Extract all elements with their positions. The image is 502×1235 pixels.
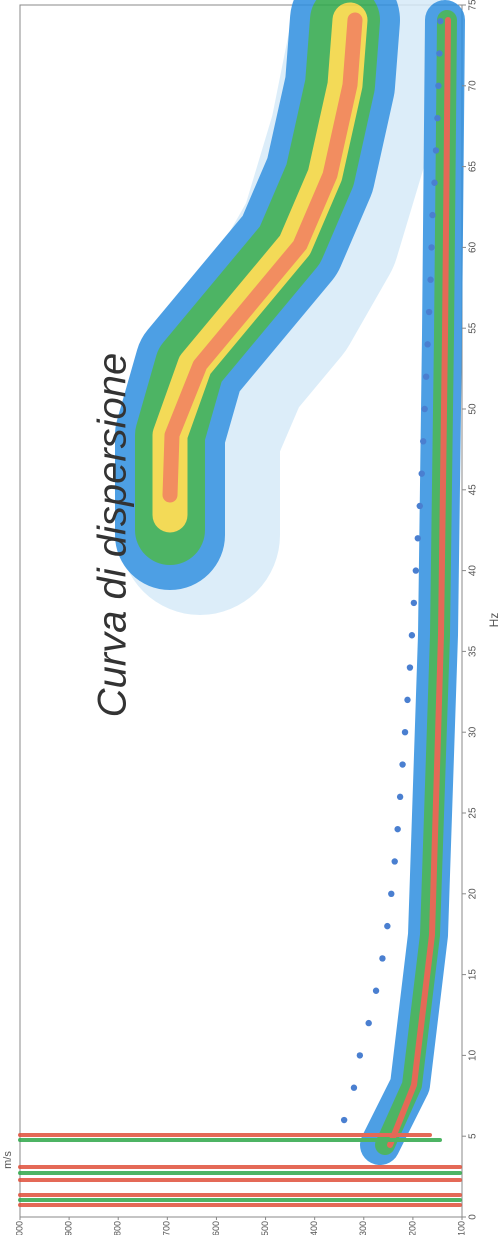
point: [424, 341, 431, 348]
y-tick-label: 100: [456, 1221, 466, 1235]
x-tick-label: 45: [468, 484, 479, 496]
y-tick-label: 500: [260, 1221, 270, 1235]
x-axis-label: Hz: [487, 613, 501, 628]
point: [350, 1084, 358, 1091]
point: [365, 1019, 372, 1027]
point: [418, 470, 425, 477]
point: [435, 82, 442, 89]
heatmap-band: [387, 17, 451, 1148]
y-tick-label: 200: [407, 1221, 417, 1235]
point: [427, 276, 434, 283]
point: [399, 761, 406, 768]
y-tick-label: 700: [162, 1221, 172, 1235]
point: [414, 535, 421, 542]
point: [428, 244, 435, 251]
point: [388, 890, 395, 897]
point: [436, 50, 443, 57]
point: [356, 1052, 364, 1059]
point: [396, 793, 404, 801]
point: [372, 987, 380, 994]
x-tick-label: 0: [468, 1214, 479, 1220]
point: [408, 632, 416, 639]
x-tick-label: 40: [468, 565, 479, 577]
point: [410, 599, 418, 607]
x-tick-label: 70: [468, 80, 479, 92]
x-tick-label: 35: [468, 645, 479, 657]
point: [437, 17, 444, 25]
point: [412, 567, 420, 574]
chart-title: Curva di dispersione: [91, 353, 135, 718]
point: [416, 502, 423, 510]
y-axis-label: m/s: [2, 1151, 14, 1169]
x-tick-label: 65: [468, 161, 479, 173]
point: [422, 373, 430, 380]
point: [429, 211, 436, 219]
x-tick-label: 5: [468, 1133, 479, 1139]
y-tick-label: 600: [211, 1221, 221, 1235]
y-tick-label: 300: [358, 1221, 368, 1235]
x-tick-label: 30: [468, 726, 479, 738]
point: [421, 405, 428, 413]
point: [406, 664, 414, 671]
x-tick-label: 55: [468, 322, 479, 334]
x-tick-label: 20: [468, 888, 479, 900]
point: [379, 955, 386, 962]
y-tick-label: 800: [113, 1221, 123, 1235]
x-tick-label: 10: [468, 1049, 479, 1061]
point: [425, 308, 433, 316]
heatmap-band: [18, 1138, 462, 1202]
point: [384, 922, 391, 930]
heatmap-band: [18, 1133, 462, 1207]
x-tick-label: 25: [468, 807, 479, 819]
point: [391, 858, 398, 865]
x-tick-label: 15: [468, 969, 479, 981]
point: [404, 696, 411, 704]
y-tick-label: 400: [309, 1221, 319, 1235]
point: [340, 1116, 348, 1124]
point: [434, 114, 441, 122]
x-tick-label: 60: [468, 241, 479, 253]
heatmap: [18, 0, 465, 1207]
point: [432, 147, 440, 154]
point: [431, 179, 438, 186]
heatmap-band: [162, 12, 363, 503]
x-tick-label: 50: [468, 403, 479, 415]
x-tick-label: 75: [468, 0, 479, 11]
y-tick-label: 900: [63, 1221, 73, 1235]
point: [420, 438, 427, 445]
point: [394, 825, 401, 833]
point: [401, 729, 409, 736]
y-tick-label: 1000: [14, 1221, 24, 1235]
